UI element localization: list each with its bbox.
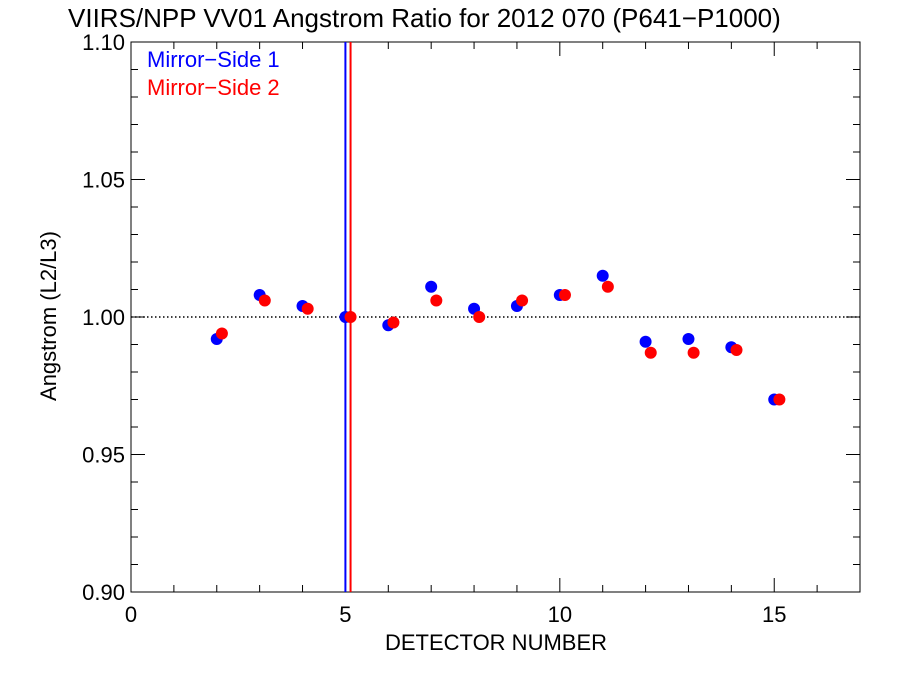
data-point-series-2 (601, 280, 614, 293)
data-point-series-2 (430, 294, 443, 307)
data-point-series-2 (258, 294, 271, 307)
y-axis-label: Angstrom (L2/L3) (36, 231, 61, 401)
y-tick-label: 1.10 (82, 30, 125, 55)
data-point-series-2 (730, 344, 743, 356)
x-tick-label: 15 (762, 602, 786, 627)
legend: Mirror−Side 1 Mirror−Side 2 (147, 47, 280, 100)
y-tick-label: 1.05 (82, 168, 125, 193)
x-tick-label: 0 (125, 602, 137, 627)
data-points (210, 269, 786, 406)
data-point-series-1 (639, 335, 652, 348)
data-point-series-2 (558, 289, 571, 301)
data-point-series-2 (687, 346, 700, 359)
data-point-series-2 (644, 346, 657, 359)
y-tick-label: 0.95 (82, 443, 125, 468)
data-point-series-1 (425, 280, 438, 293)
x-tick-label: 10 (548, 602, 572, 627)
chart-title: VIIRS/NPP VV01 Angstrom Ratio for 2012 0… (68, 3, 781, 33)
data-point-series-2 (773, 393, 786, 406)
data-point-series-1 (682, 333, 695, 345)
data-point-series-2 (301, 302, 314, 315)
x-tick-label: 5 (339, 602, 351, 627)
data-point-series-2 (516, 294, 529, 307)
reference-lines (131, 42, 860, 592)
legend-entry-series-1: Mirror−Side 1 (147, 47, 280, 72)
data-point-series-2 (473, 311, 486, 323)
data-point-series-2 (215, 327, 228, 340)
data-point-series-1 (596, 269, 609, 282)
x-axis-label: DETECTOR NUMBER (385, 630, 607, 655)
data-point-series-2 (387, 316, 400, 329)
y-tick-label: 0.90 (82, 580, 125, 605)
y-tick-label: 1.00 (82, 305, 125, 330)
grid-and-ticks: 0 5 10 15 0.90 0.95 1.00 1.05 1.10 (82, 30, 861, 627)
legend-entry-series-2: Mirror−Side 2 (147, 75, 280, 100)
data-point-series-2 (344, 311, 357, 323)
